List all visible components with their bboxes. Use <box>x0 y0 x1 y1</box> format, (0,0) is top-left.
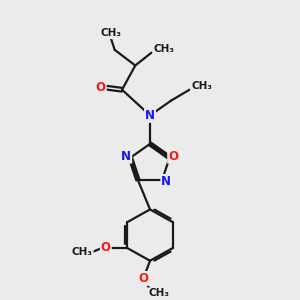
Text: N: N <box>145 109 155 122</box>
Text: CH₃: CH₃ <box>153 44 174 54</box>
Text: O: O <box>139 272 148 285</box>
Text: O: O <box>96 81 106 94</box>
Text: CH₃: CH₃ <box>72 247 93 257</box>
Text: CH₃: CH₃ <box>148 288 169 298</box>
Text: CH₃: CH₃ <box>191 81 212 91</box>
Text: CH₃: CH₃ <box>100 28 122 38</box>
Text: N: N <box>161 175 171 188</box>
Text: O: O <box>168 150 178 163</box>
Text: O: O <box>101 242 111 254</box>
Text: N: N <box>121 150 131 163</box>
